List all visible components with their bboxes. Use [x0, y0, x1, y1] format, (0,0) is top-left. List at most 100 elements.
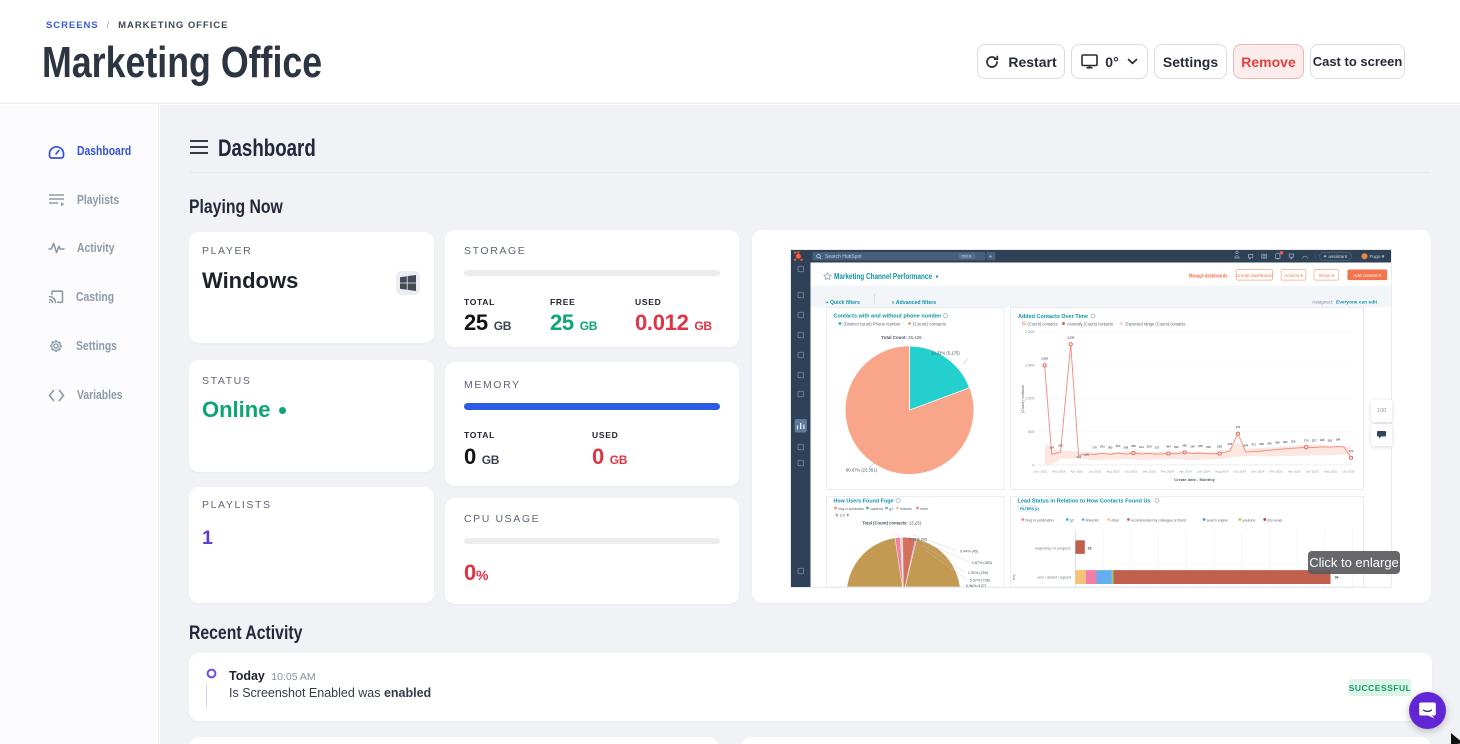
svg-text:Feb 2025: Feb 2025 [1270, 470, 1283, 474]
svg-text:+ Quick filters: + Quick filters [826, 300, 861, 306]
svg-text:Expected range (Count) contact: Expected range (Count) contacts [1126, 321, 1186, 326]
svg-text:1,952: 1,952 [1041, 357, 1048, 361]
svg-text:Apr 2025: Apr 2025 [1288, 470, 1301, 474]
svg-text:196: 196 [1335, 438, 1340, 442]
svg-text:Apr 2023: Apr 2023 [1070, 470, 1083, 474]
svg-text:Contacts with and without phon: Contacts with and without phone number [834, 314, 943, 320]
svg-text:290: 290 [1275, 441, 1280, 445]
svg-text:Dec 2024: Dec 2024 [1251, 470, 1265, 474]
svg-text:g2: g2 [1070, 517, 1074, 522]
svg-text:≡ Advanced filters: ≡ Advanced filters [892, 300, 937, 306]
svg-text:175: 175 [1304, 438, 1309, 442]
svg-text:youtube: youtube [1243, 517, 1256, 522]
svg-text:recommended by colleague or fr: recommended by colleague or friend [1131, 517, 1186, 522]
svg-text:143: 143 [1076, 455, 1081, 459]
svg-text:Aug 2023: Aug 2023 [1106, 470, 1120, 474]
svg-text:194: 194 [1190, 445, 1195, 449]
svg-text:Create date - Monthly: Create date - Monthly [1174, 477, 1215, 482]
svg-text:2,000: 2,000 [1025, 330, 1035, 334]
svg-text:Fugo ▾: Fugo ▾ [1370, 254, 1385, 260]
svg-text:(Count) contacts: (Count) contacts [913, 321, 946, 326]
svg-text:Dec 2023: Dec 2023 [1143, 470, 1157, 474]
svg-text:2.87% (380): 2.87% (380) [972, 561, 992, 565]
svg-text:325: 325 [1291, 439, 1296, 443]
svg-text:Aug 2024: Aug 2024 [1215, 470, 1229, 474]
svg-text:Total (Count) contacts: 13,231: Total (Count) contacts: 13,231 [862, 521, 922, 526]
svg-text:271: 271 [1251, 443, 1256, 447]
svg-text:blog or publication: blog or publication [838, 506, 864, 511]
svg-text:Total Count: 26,426: Total Count: 26,426 [881, 335, 922, 340]
svg-text:317: 317 [1155, 445, 1160, 449]
svg-text:Dec 2022: Dec 2022 [1034, 470, 1048, 474]
svg-text:358: 358 [1131, 444, 1136, 448]
svg-text:239: 239 [1206, 445, 1211, 449]
svg-text:won / closed / agreed: won / closed / agreed [1038, 576, 1071, 580]
svg-text:0.44% (45): 0.44% (45) [960, 549, 978, 553]
svg-text:19.33% (5,175): 19.33% (5,175) [931, 351, 960, 356]
svg-text:305: 305 [1283, 440, 1288, 444]
svg-text:FILTERS (1): FILTERS (1) [1020, 507, 1039, 511]
svg-text:208: 208 [1198, 444, 1203, 448]
svg-text:358: 358 [1124, 445, 1129, 449]
svg-text:1.92% (255): 1.92% (255) [968, 571, 988, 575]
svg-text:Assigned:: Assigned: [1312, 300, 1333, 306]
svg-text:Apr 2024: Apr 2024 [1179, 470, 1192, 474]
svg-text:229: 229 [1058, 443, 1063, 447]
svg-text:254: 254 [1116, 444, 1121, 448]
svg-text:327: 327 [1312, 439, 1317, 443]
svg-text:Oct 2023: Oct 2023 [1125, 470, 1138, 474]
svg-text:g2: g2 [889, 506, 893, 511]
svg-text:other: other [920, 506, 929, 511]
svg-text:Jun 2024: Jun 2024 [1197, 470, 1210, 474]
svg-text:(Count) contacts: (Count) contacts [1021, 385, 1025, 413]
svg-text:33: 33 [1088, 547, 1092, 551]
svg-text:203: 203 [1100, 444, 1105, 448]
svg-text:196: 196 [1320, 438, 1325, 442]
svg-text:444: 444 [1236, 425, 1241, 429]
svg-text:linkedin: linkedin [1086, 517, 1099, 522]
svg-text:0: 0 [1032, 463, 1034, 467]
svg-text:Feb 2024: Feb 2024 [1161, 470, 1174, 474]
svg-text:linkedin: linkedin [900, 506, 912, 511]
svg-text:Everyone can edit: Everyone can edit [1336, 300, 1377, 306]
svg-text:296: 296 [1259, 442, 1264, 446]
svg-text:⇅ 1/3 ▼: ⇅ 1/3 ▼ [835, 513, 850, 518]
svg-text:(Count) contacts: (Count) contacts [1028, 321, 1058, 326]
svg-text:0.78% (98): 0.78% (98) [909, 538, 927, 542]
svg-text:223: 223 [1147, 445, 1152, 449]
svg-text:Oct 2024: Oct 2024 [1234, 470, 1247, 474]
svg-text:Search HubSpot: Search HubSpot [825, 254, 862, 260]
svg-text:Oct 2025: Oct 2025 [1342, 470, 1355, 474]
svg-text:194: 194 [1139, 445, 1144, 449]
svg-text:303: 303 [1328, 438, 1333, 442]
svg-text:1,500: 1,500 [1025, 363, 1035, 367]
svg-text:175: 175 [1084, 453, 1089, 457]
svg-text:500: 500 [1028, 430, 1034, 434]
svg-text:Marketing Channel Performance: Marketing Channel Performance [834, 272, 932, 281]
svg-text:80.67% (23,351): 80.67% (23,351) [846, 468, 878, 473]
svg-text:2,336: 2,336 [1067, 335, 1074, 339]
svg-text:+: + [989, 254, 993, 261]
svg-text:172: 172 [1349, 449, 1354, 453]
svg-text:134: 134 [1049, 445, 1054, 449]
svg-text:Key: Key [1012, 574, 1016, 580]
svg-text:Add content ▾: Add content ▾ [1353, 273, 1382, 278]
svg-text:other: other [1111, 517, 1120, 522]
svg-text:capterra: capterra [870, 506, 884, 511]
svg-text:Actions ▾: Actions ▾ [1284, 273, 1303, 278]
svg-text:Manage dashboards: Manage dashboards [1189, 274, 1228, 280]
svg-text:Create dashboard: Create dashboard [1236, 273, 1273, 278]
svg-text:0.96% (127): 0.96% (127) [966, 584, 986, 587]
svg-text:Lead Status in Relation to How: Lead Status in Relation to How Contacts … [1018, 498, 1151, 504]
svg-text:276: 276 [1228, 442, 1233, 446]
svg-text:search engine: search engine [1207, 517, 1228, 522]
svg-text:262: 262 [1182, 444, 1187, 448]
svg-text:1,000: 1,000 [1025, 397, 1035, 401]
svg-text:302: 302 [1267, 441, 1272, 445]
svg-text:(No value): (No value) [1267, 517, 1283, 522]
svg-text:5.07% (736): 5.07% (736) [970, 579, 990, 583]
svg-text:Jun 2025: Jun 2025 [1306, 470, 1319, 474]
svg-text:304: 304 [1166, 444, 1171, 448]
svg-text:Feb 2023: Feb 2023 [1052, 470, 1065, 474]
svg-text:9k: 9k [1335, 576, 1339, 580]
